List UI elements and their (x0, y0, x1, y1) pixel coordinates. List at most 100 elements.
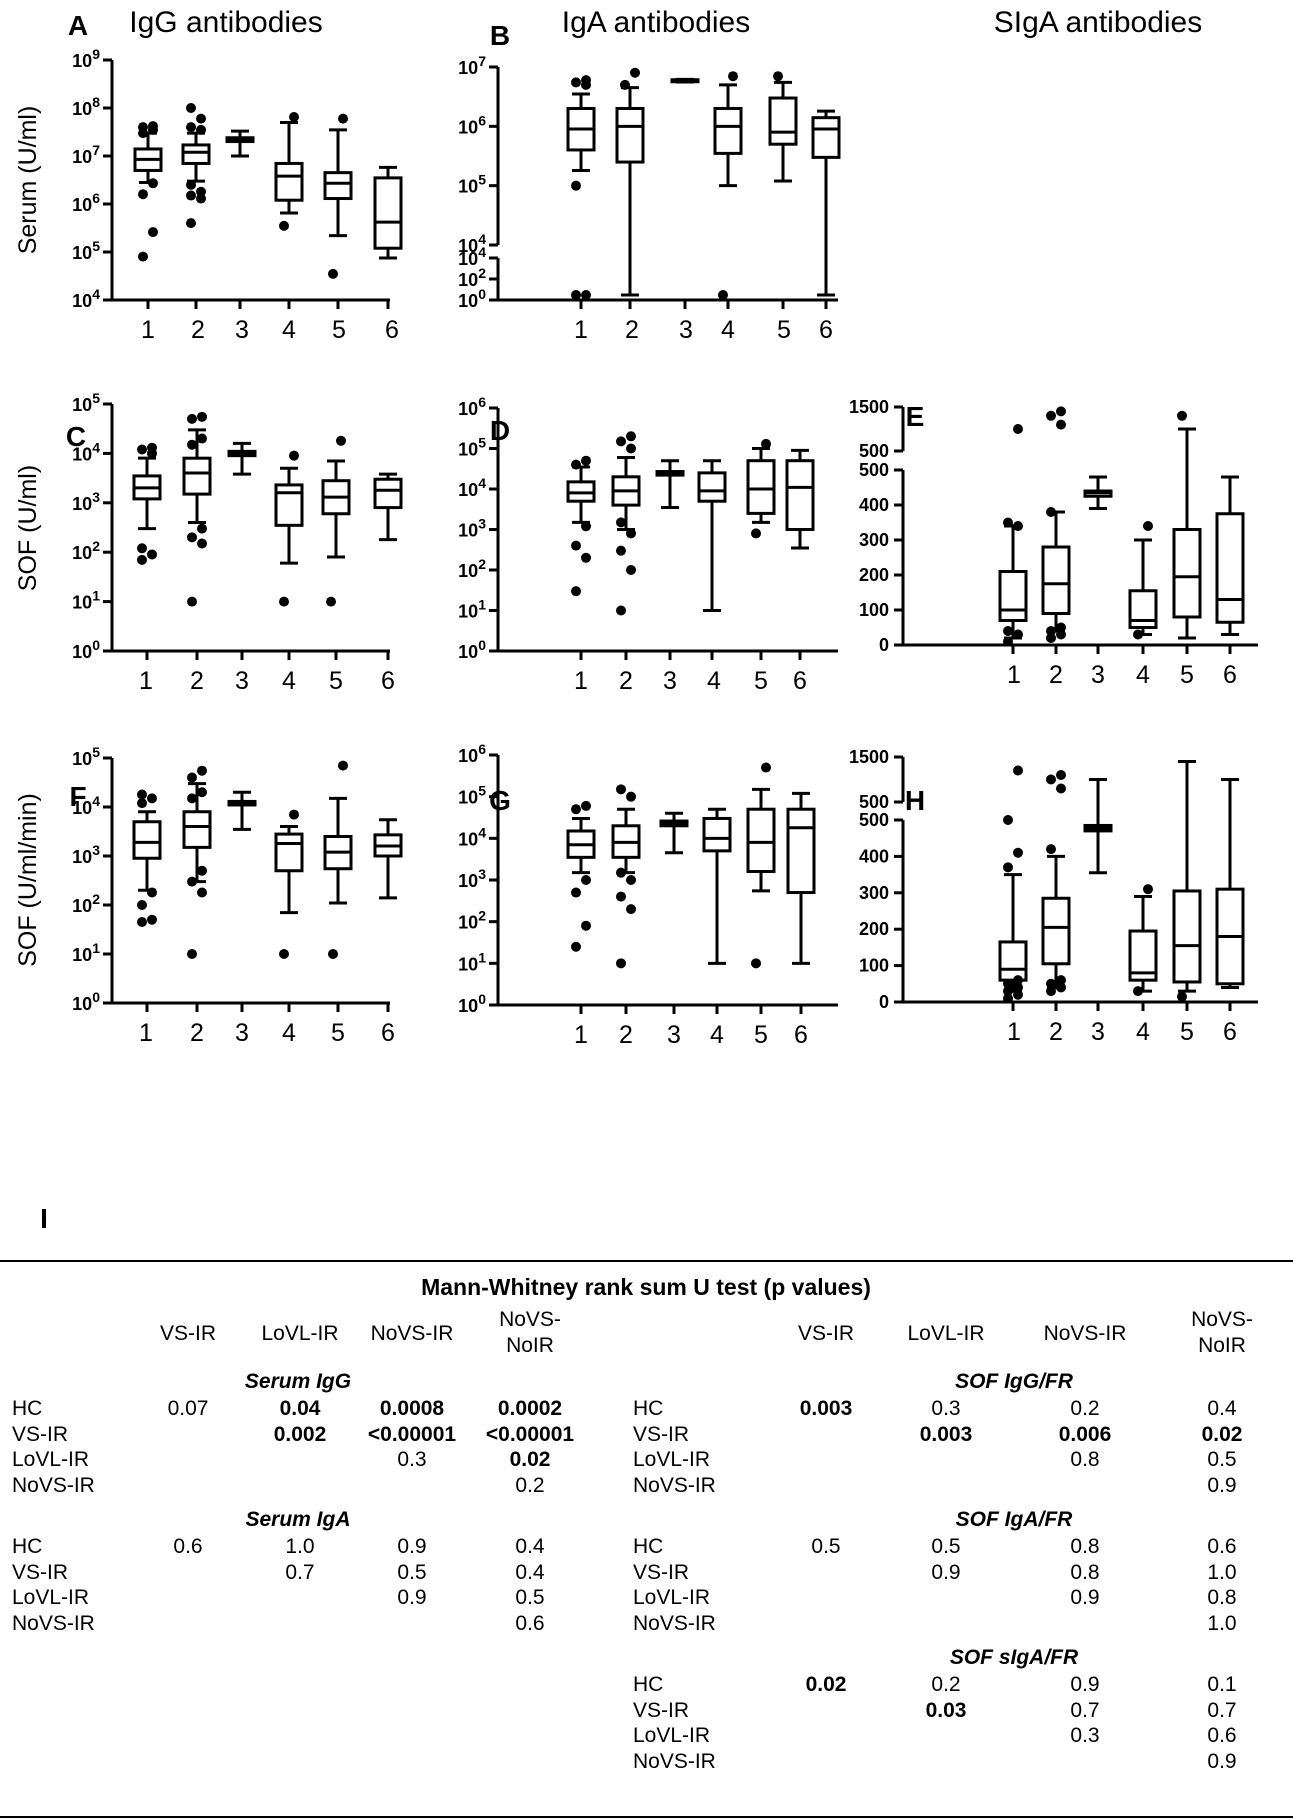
outlier-point (571, 77, 581, 88)
outlier-point (148, 227, 158, 238)
p-value: 0.9 (397, 1535, 427, 1558)
x-tick-label: 3 (1091, 1018, 1105, 1046)
iqr-box (373, 176, 403, 250)
row-label: VS-IR (633, 1560, 690, 1584)
iqr-box (702, 816, 732, 853)
col-header: NoVS-IR (1043, 1322, 1127, 1345)
outlier-point (616, 784, 626, 795)
section-title: Serum IgA (245, 1508, 351, 1531)
outlier-point (616, 545, 626, 556)
outlier-point (197, 787, 207, 798)
outlier-point (1056, 406, 1066, 417)
iqr-box (1172, 889, 1202, 984)
box-2 (182, 765, 212, 959)
iqr-box (998, 570, 1028, 622)
p-value: 0.006 (1058, 1422, 1112, 1446)
outlier-point (1143, 884, 1153, 895)
outlier-point (1003, 862, 1013, 873)
iqr-box (1041, 545, 1071, 615)
y-tick-label: 500 (859, 810, 889, 830)
col-header: NoIR (506, 1334, 554, 1357)
y-tick-label: 106 (72, 190, 100, 215)
y-tick-label: 105 (458, 172, 486, 197)
section-title: SOF IgA/FR (955, 1508, 1073, 1531)
p-value: 0.4 (1207, 1397, 1237, 1420)
box-6 (373, 165, 403, 260)
outlier-point (1003, 517, 1013, 528)
row-label: NoVS-IR (633, 1749, 716, 1773)
outlier-point (1003, 815, 1013, 825)
x-tick-label: 3 (663, 667, 677, 695)
x-tick-label: 1 (574, 667, 588, 695)
y-tick-label: 400 (859, 495, 889, 515)
x-tick-label: 5 (332, 316, 346, 344)
col-header: NoIR (1198, 1334, 1246, 1357)
y-tick-label: 300 (859, 530, 889, 550)
outlier-point (338, 760, 348, 771)
iqr-box (713, 106, 743, 155)
iqr-box (1041, 896, 1071, 966)
box-2 (611, 431, 641, 616)
p-value: 1.0 (285, 1535, 315, 1558)
p-value: 0.1 (1207, 1673, 1237, 1696)
outlier-point (626, 431, 636, 442)
outlier-point (137, 554, 147, 565)
outlier-point (138, 189, 148, 200)
outlier-point (626, 565, 636, 575)
outlier-point (187, 772, 197, 783)
y-tick-label: 500 (859, 792, 889, 812)
outlier-point (328, 268, 338, 279)
outlier-point (197, 523, 207, 534)
p-value: 0.07 (167, 1397, 209, 1420)
box-5 (768, 71, 798, 183)
outlier-point (197, 538, 207, 549)
iqr-box (274, 832, 304, 873)
iqr-box (274, 483, 304, 527)
outlier-point (279, 220, 289, 231)
p-value: 0.9 (397, 1586, 427, 1609)
p-value: 0.6 (1207, 1535, 1237, 1558)
outlier-point (336, 435, 346, 446)
iqr-box (697, 471, 727, 503)
x-tick-label: 5 (1180, 1018, 1194, 1046)
y-tick-label: 108 (72, 94, 100, 119)
y-tick-label: 102 (458, 265, 486, 290)
y-tick-label: 100 (859, 956, 889, 976)
p-value: 0.6 (515, 1611, 545, 1635)
y-tick-label: 103 (72, 842, 100, 867)
x-tick-label: 4 (282, 316, 296, 344)
row-label: HC (12, 1535, 43, 1558)
x-tick-label: 5 (331, 1019, 345, 1047)
box-5 (1172, 410, 1202, 640)
x-tick-label: 1 (139, 1019, 153, 1047)
box-6 (373, 818, 403, 900)
table-top-rule (0, 1260, 1293, 1262)
row-label: HC (633, 1397, 664, 1420)
outlier-point (616, 605, 626, 616)
p-value: 0.0008 (379, 1397, 445, 1420)
outlier-point (137, 444, 147, 455)
y-tick-label: 100 (458, 637, 486, 662)
box-3 (225, 129, 255, 158)
outlier-point (148, 178, 158, 189)
outlier-point (571, 540, 581, 551)
p-value: 0.02 (509, 1448, 551, 1471)
outlier-point (148, 121, 158, 132)
outlier-point (626, 875, 636, 885)
y-tick-label: 104 (72, 793, 100, 818)
outlier-point (1046, 844, 1056, 855)
x-tick-label: 2 (1049, 661, 1063, 689)
box-4 (702, 807, 732, 965)
y-tick-label: 104 (458, 824, 486, 849)
outlier-point (571, 941, 581, 952)
y-tick-label: 105 (458, 783, 486, 808)
outlier-point (616, 891, 626, 902)
outlier-point (147, 442, 157, 453)
x-tick-label: 2 (1049, 1018, 1063, 1046)
outlier-point (581, 75, 591, 86)
outlier-point (571, 289, 581, 300)
y-tick-label: 105 (72, 390, 100, 415)
outlier-point (1046, 410, 1056, 421)
p-value: 0.6 (1207, 1724, 1237, 1747)
